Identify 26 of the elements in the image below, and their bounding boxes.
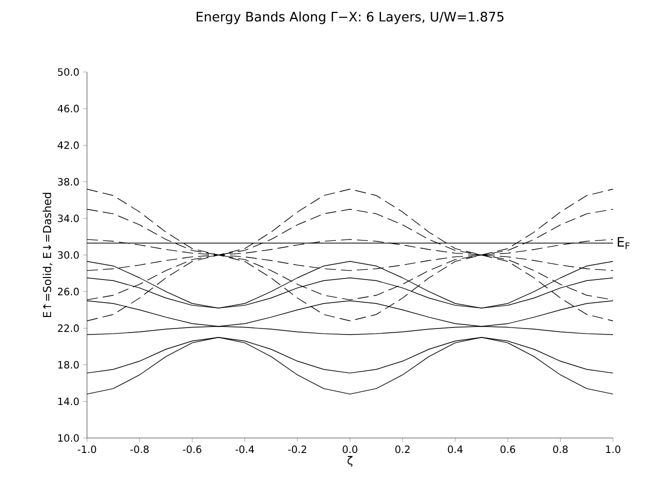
x-tick-label: -0.2 [288, 446, 306, 454]
y-tick-label: 34.0 [58, 214, 79, 222]
y-tick-label: 18.0 [58, 361, 79, 369]
x-axis-title: ζ [348, 456, 352, 467]
chart-title: Energy Bands Along Γ−X: 6 Layers, U/W=1.875 [196, 12, 504, 24]
y-tick-label: 10.0 [58, 434, 79, 442]
y-tick-label: 30.0 [58, 251, 79, 259]
y-tick-label: 26.0 [58, 288, 79, 296]
y-tick-label: 46.0 [58, 104, 79, 112]
y-axis-title: E↑=Solid, E↓=Dashed [42, 192, 52, 318]
x-tick-label: 0.4 [448, 446, 463, 454]
y-tick-label: 50.0 [58, 68, 79, 76]
x-tick-label: 0.6 [500, 446, 516, 454]
x-tick-label: 0.8 [553, 446, 568, 454]
x-tick-label: -0.6 [182, 446, 202, 454]
x-tick-label: -0.4 [236, 446, 254, 454]
x-tick-label: -1.0 [78, 446, 96, 454]
y-tick-label: 22.0 [58, 324, 79, 332]
x-tick-label: 0.0 [342, 446, 358, 454]
y-tick-label: 42.0 [58, 141, 79, 149]
ref-line-label: E$_{F}$ [618, 237, 630, 250]
x-tick-label: 0.2 [395, 446, 410, 454]
x-tick-label: -0.8 [130, 446, 149, 454]
y-tick-label: 38.0 [58, 178, 79, 186]
y-tick-label: 14.0 [58, 398, 79, 406]
x-tick-label: 1.0 [606, 446, 620, 454]
